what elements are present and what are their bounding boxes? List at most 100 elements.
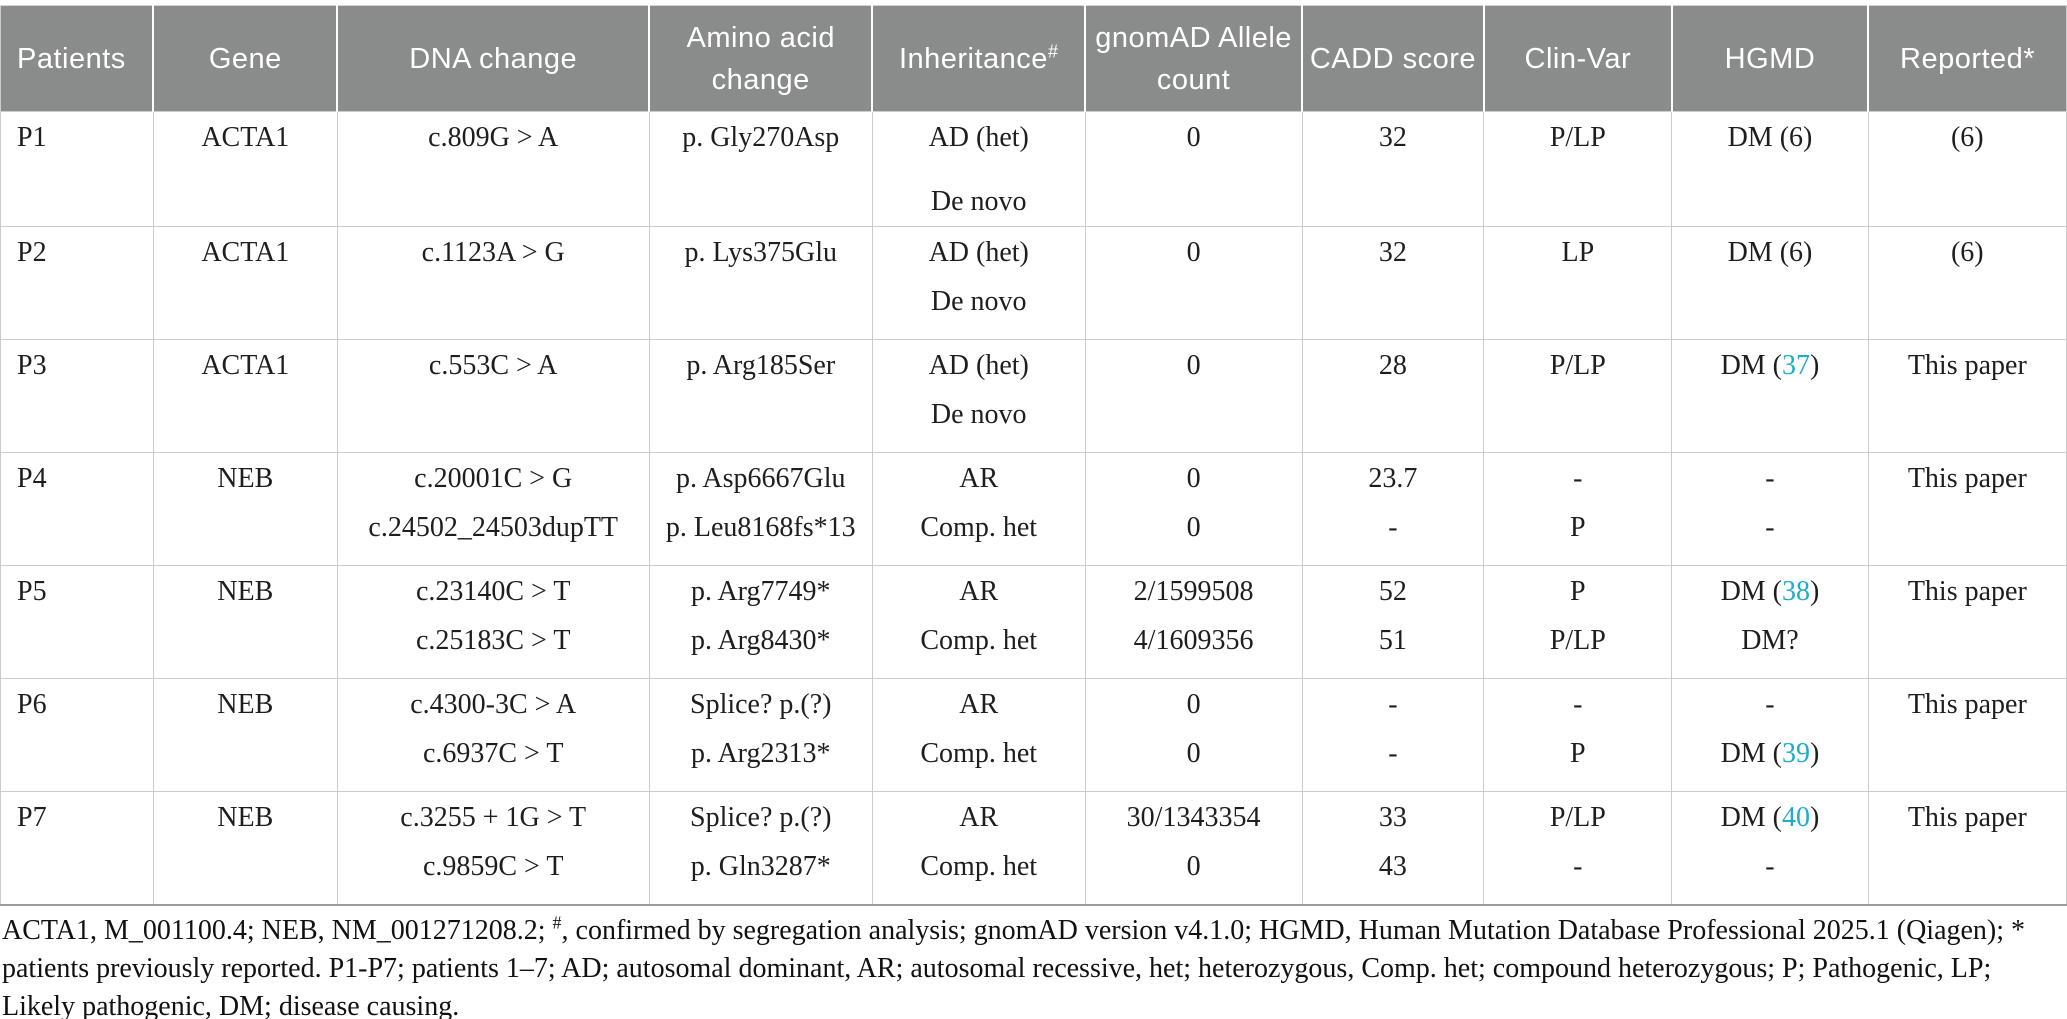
cell-line: 0 [1186, 512, 1201, 543]
table-cell: c.809G > A [336, 111, 650, 227]
cell-line: DM? [1741, 625, 1799, 656]
cell-line: - [1573, 689, 1583, 720]
cell-line: P/LP [1549, 122, 1606, 153]
cell-line: NEB [217, 463, 274, 494]
cell-line: Comp. het [920, 851, 1038, 882]
cell-text: ) [1810, 802, 1820, 833]
cell-line: P7 [17, 802, 47, 833]
table-cell: (6) [1867, 111, 2067, 227]
cell-line: p. Gln3287* [690, 851, 831, 882]
citation-link[interactable]: 37 [1782, 350, 1811, 381]
cell-line: 0 [1186, 738, 1201, 769]
table-cell: 52 51 [1301, 565, 1485, 679]
table-cell: DM (40) - [1671, 791, 1869, 905]
table-cell: 23.7 - [1301, 452, 1485, 566]
table-cell: NEB [152, 791, 338, 905]
table-row: P1 ACTA1 c.809G > A p. Gly270Asp AD (het) De … [0, 111, 2067, 227]
table-cell: NEB [152, 452, 338, 566]
cell-line: 0 [1186, 350, 1201, 381]
cell-text: ) [1810, 738, 1820, 769]
table-cell: 32 [1301, 226, 1485, 340]
citation-link[interactable]: 40 [1782, 802, 1811, 833]
table-cell: c.4300-3C > A c.6937C > T [336, 678, 650, 792]
table-cell: p. Arg7749* p. Arg8430* [648, 565, 873, 679]
cell-line: ACTA1 [201, 350, 290, 381]
table-cell: AR Comp. het [871, 678, 1086, 792]
cell-line: AR [959, 802, 999, 833]
cell-line: (6) [1950, 122, 1984, 153]
table-cell: NEB [152, 565, 338, 679]
cell-line: c.1123A > G [421, 237, 565, 268]
table-cell: ACTA1 [152, 111, 338, 227]
cell-line: P6 [17, 689, 47, 720]
table-header-row: Patients Gene DNA change Amino acid change I… [0, 5, 2067, 112]
table-cell: This paper [1867, 791, 2067, 905]
table-cell: DM (6) [1671, 226, 1869, 340]
column-header-clin-var: Clin-Var [1482, 5, 1672, 112]
cell-line: AR [959, 463, 999, 494]
table-cell: NEB [152, 678, 338, 792]
cell-line: 32 [1378, 122, 1407, 153]
table-cell: Splice? p.(?) p. Arg2313* [648, 678, 873, 792]
cell-line: 0 [1186, 851, 1201, 882]
cell-line: AD (het) [928, 237, 1029, 268]
cell-line: - [1388, 512, 1398, 543]
cell-line: De novo [930, 399, 1027, 430]
table-cell: c.553C > A [336, 339, 650, 453]
cell-line: 0 [1186, 122, 1201, 153]
table-cell: P6 [0, 678, 154, 792]
column-header-inheritance: Inheritance# [871, 5, 1086, 112]
cell-line: 2/1599508 [1133, 576, 1254, 607]
cell-line: This paper [1907, 802, 2027, 833]
table-row: P2 ACTA1 c.1123A > G p. Lys375Glu AD (het) De… [0, 226, 2067, 340]
table-cell: P1 [0, 111, 154, 227]
cell-line: AD (het) [928, 122, 1029, 153]
citation-link[interactable]: 39 [1782, 738, 1811, 769]
cell-line: 43 [1378, 851, 1407, 882]
cell-text: DM ( [1720, 576, 1783, 607]
cell-line: 4/1609356 [1133, 625, 1254, 656]
citation-link[interactable]: 38 [1782, 576, 1811, 607]
footnote-superscript: # [552, 912, 562, 933]
cell-line: p. Leu8168fs*13 [665, 512, 856, 543]
cell-line: DM (6) [1727, 122, 1813, 153]
table-cell: DM (38) DM? [1671, 565, 1869, 679]
cell-line: c.9859C > T [422, 851, 564, 882]
cell-line: p. Lys375Glu [684, 237, 837, 268]
cell-text: ) [1810, 350, 1820, 381]
cell-text: DM ( [1720, 350, 1783, 381]
table-cell: (6) [1867, 226, 2067, 340]
cell-line: p. Arg7749* [691, 576, 831, 607]
table-footnote: ACTA1, M_001100.4; NEB, NM_001271208.2; … [0, 912, 2067, 1019]
cell-line: 23.7 [1368, 463, 1418, 494]
cell-line: p. Asp6667Glu [675, 463, 846, 494]
table-cell: AD (het) De novo [871, 339, 1086, 453]
table-cell: 30/1343354 0 [1084, 791, 1303, 905]
table-cell: c.20001C > G c.24502_24503dupTT [336, 452, 650, 566]
variants-table: Patients Gene DNA change Amino acid change I… [0, 5, 2067, 906]
table-cell: 0 [1084, 226, 1303, 340]
table-cell: p. Arg185Ser [648, 339, 873, 453]
cell-line: DM (39) [1676, 737, 1863, 771]
footnote-text-part1: ACTA1, M_001100.4; NEB, NM_001271208.2; [2, 914, 553, 946]
cell-text: DM ( [1720, 802, 1783, 833]
cell-line: c.553C > A [428, 350, 558, 381]
table-cell: AR Comp. het [871, 791, 1086, 905]
cell-line: P4 [17, 463, 47, 494]
cell-line: c.3255 + 1G > T [400, 802, 587, 833]
cell-line: 0 [1186, 237, 1201, 268]
cell-line: LP [1561, 237, 1595, 268]
table-cell: 32 [1301, 111, 1485, 227]
table-cell: P/LP [1483, 339, 1673, 453]
cell-line: Splice? p.(?) [690, 802, 832, 833]
cell-line: This paper [1907, 350, 2027, 381]
cell-line: c.25183C > T [415, 625, 571, 656]
column-header-gene: Gene [152, 5, 338, 112]
cell-line: P/LP [1549, 350, 1606, 381]
cell-line: Comp. het [920, 512, 1038, 543]
cell-line: c.24502_24503dupTT [368, 512, 619, 543]
cell-text: DM ( [1720, 738, 1783, 769]
table-cell: P P/LP [1483, 565, 1673, 679]
column-header-dna-change: DNA change [336, 5, 650, 112]
